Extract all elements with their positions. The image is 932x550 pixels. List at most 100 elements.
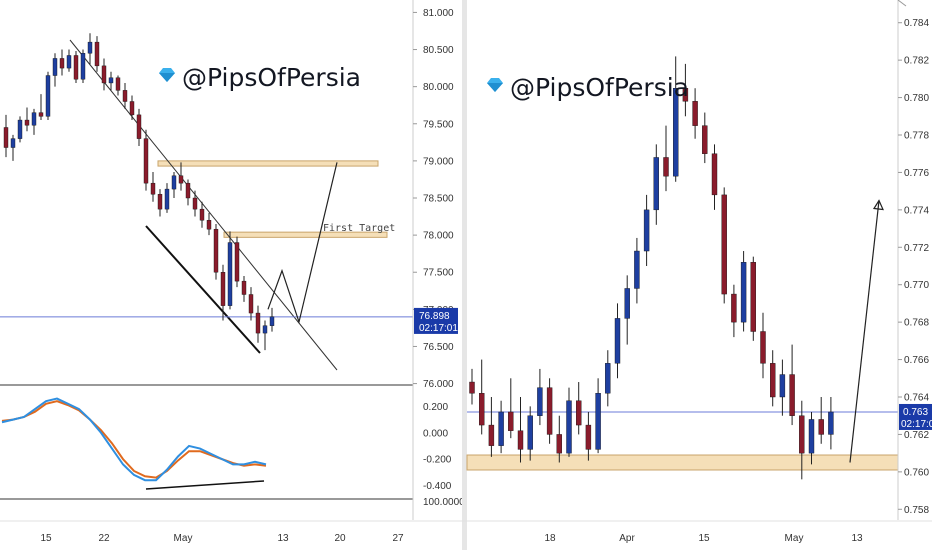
left-zones: [157, 160, 388, 238]
left-candle: [87, 41, 93, 54]
left-current-price-value: 76.898: [419, 311, 450, 322]
left-price-tick: 81.000: [423, 8, 454, 19]
left-candle: [10, 138, 16, 148]
right-candles: [469, 56, 834, 480]
right-time-axis: 18 Apr 15 May 13: [544, 533, 863, 544]
left-zone: [223, 231, 388, 238]
left-candle: [66, 55, 72, 69]
left-price-tick: 78.000: [423, 231, 454, 242]
right-current-price-badge: 0.763 02:17:01: [899, 403, 932, 430]
left-projection-path: [267, 162, 338, 325]
left-trendline-upper: [69, 39, 338, 371]
left-candle: [94, 41, 100, 67]
right-time-tick: 13: [851, 533, 863, 544]
right-candle: [614, 318, 621, 364]
right-candle: [566, 400, 572, 454]
left-time-axis: 15 22 May 13 20 27: [40, 533, 404, 544]
right-candle: [508, 411, 514, 431]
right-candle: [556, 434, 562, 454]
left-candle: [59, 58, 65, 69]
arrow-up-icon: [872, 199, 884, 211]
right-time-tick: Apr: [619, 533, 635, 544]
left-candle: [234, 242, 240, 282]
right-candle: [828, 411, 834, 435]
left-candle: [101, 65, 107, 84]
left-candle: [206, 220, 212, 230]
left-candle: [129, 101, 135, 116]
oscillator-extra-tick: 100.0000: [423, 497, 465, 508]
left-price-tick: 79.000: [423, 156, 454, 167]
right-price-tick: 0.762: [904, 430, 929, 441]
left-candle: [115, 77, 121, 91]
left-candle: [164, 188, 170, 210]
left-candle: [122, 90, 128, 102]
left-price-tick: 80.500: [423, 45, 454, 56]
left-candle: [136, 114, 142, 139]
chart-divider: [462, 0, 467, 550]
oscillator-tick: -0.400: [423, 481, 452, 492]
diamond-icon: [487, 78, 503, 92]
oscillator-tick: -0.200: [423, 455, 452, 466]
right-candle: [789, 374, 795, 416]
right-price-tick: 0.764: [904, 393, 929, 404]
left-candle: [199, 208, 205, 221]
right-price-tick: 0.778: [904, 131, 929, 142]
left-time-tick: 15: [40, 533, 52, 544]
left-price-tick: 79.500: [423, 119, 454, 130]
right-support-zone: [466, 454, 899, 471]
left-candle: [192, 197, 198, 210]
right-candle: [624, 288, 630, 319]
left-candle: [227, 242, 233, 306]
left-candle: [171, 175, 177, 190]
left-time-tick: 27: [392, 533, 404, 544]
right-price-tick: 0.770: [904, 280, 929, 291]
left-candle: [262, 325, 268, 334]
right-candle: [663, 157, 669, 177]
right-candle: [527, 415, 533, 450]
right-price-tick: 0.780: [904, 93, 929, 104]
left-candles: [3, 33, 275, 351]
right-price-tick: 0.784: [904, 18, 929, 29]
left-candle: [80, 53, 86, 80]
left-time-tick: 22: [98, 533, 110, 544]
right-candle: [595, 393, 601, 450]
left-price-tick: 78.500: [423, 194, 454, 205]
right-candle: [818, 419, 824, 435]
right-price-axis: 0.784 0.782 0.780 0.778 0.776 0.774 0.772 0.770…: [898, 18, 929, 516]
left-candle: [52, 58, 58, 76]
right-price-tick: 0.758: [904, 505, 929, 516]
right-time-tick: 18: [544, 533, 556, 544]
right-candle: [643, 209, 650, 252]
left-time-tick: 13: [277, 533, 289, 544]
right-chart: @PipsOfPersia 0.7840.7820.7800.7780.7760…: [466, 0, 932, 544]
left-price-tick: 76.500: [423, 342, 454, 353]
left-candle: [31, 112, 37, 126]
left-candle: [73, 55, 79, 80]
right-candle: [498, 411, 504, 446]
right-projection-arrow-line: [849, 200, 880, 463]
left-candle: [24, 119, 30, 126]
right-candle: [605, 363, 611, 394]
right-candle: [740, 262, 747, 323]
right-zones: [466, 454, 899, 471]
left-oscillator-axis: 0.200 0.000 -0.200 -0.400 100.0000: [423, 402, 465, 508]
right-candle: [585, 424, 592, 450]
right-candle: [702, 125, 708, 154]
right-price-tick: 0.760: [904, 467, 929, 478]
left-candle: [17, 119, 23, 139]
diamond-icon: [159, 68, 175, 82]
left-time-tick: May: [174, 533, 193, 544]
right-price-tick: 0.766: [904, 355, 929, 366]
left-trendline-lower: [145, 225, 261, 354]
right-candle: [546, 387, 553, 435]
left-countdown: 02:17:01: [419, 323, 458, 334]
left-price-tick: 80.000: [423, 82, 454, 93]
left-watermark: @PipsOfPersia: [182, 63, 361, 92]
right-candle: [634, 250, 640, 289]
right-candle: [799, 415, 805, 454]
left-current-price-badge: 76.898 02:17:01: [414, 307, 458, 334]
left-candle: [269, 316, 275, 326]
right-candle: [721, 194, 727, 295]
left-candle: [3, 127, 9, 148]
right-axis-corner-line: [897, 0, 907, 7]
